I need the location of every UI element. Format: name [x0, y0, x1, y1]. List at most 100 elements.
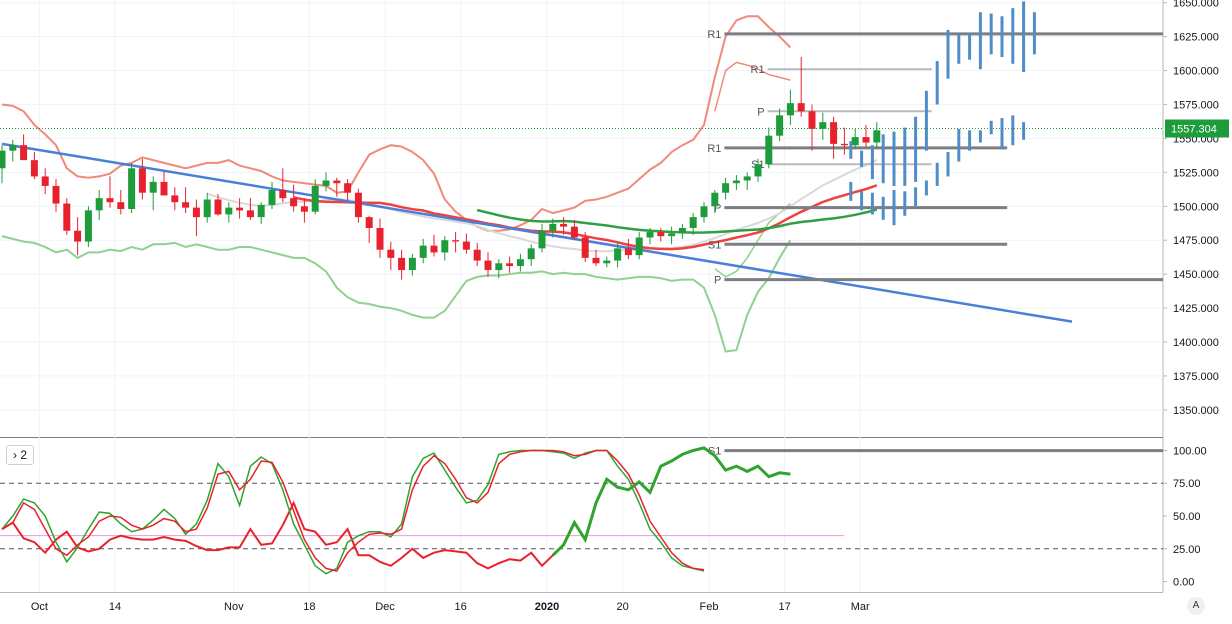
y-tick-label: 1425.000 [1173, 303, 1219, 315]
x-tick-label: 17 [778, 601, 790, 613]
candles [0, 57, 881, 280]
projection-bars [849, 1, 1036, 226]
projection-bar [935, 162, 939, 186]
candle-body [635, 237, 643, 256]
candle-body [678, 228, 686, 234]
pivot-label: R1 [751, 64, 765, 76]
candle-body [776, 115, 784, 136]
y-tick-label: 1600.000 [1173, 66, 1219, 78]
projection-bar [1011, 115, 1015, 146]
projection-bar [935, 61, 939, 105]
oscillator [0, 446, 1163, 575]
candle-body [516, 259, 524, 266]
auto-scale-button[interactable]: A [1187, 597, 1205, 615]
candle-body [830, 122, 838, 144]
candle-body [160, 181, 168, 196]
candle-body [376, 228, 384, 250]
trendline-line [1, 142, 1073, 323]
candle-body [506, 263, 514, 266]
candle-body [236, 207, 244, 211]
projection-bar [881, 196, 885, 220]
candle-body [646, 232, 654, 238]
candle-body [419, 245, 427, 258]
projection-bar [924, 90, 928, 151]
osc-tick-label: 75.00 [1173, 478, 1201, 490]
y-tick-label: 1375.000 [1173, 371, 1219, 383]
projection-bar [892, 131, 896, 186]
pivot-label: S1 [708, 239, 721, 251]
candle-body [138, 168, 146, 193]
candle-body [484, 260, 492, 271]
pane-collapse-button[interactable]: › 2 [6, 445, 35, 465]
projection-bar [870, 192, 874, 215]
candle-body [700, 206, 708, 218]
pivot-label: P [714, 275, 721, 287]
projection-bar [892, 190, 896, 226]
projection-bar [860, 150, 864, 167]
pivot-levels: R1R1PR1S1PS1PS1 [707, 29, 1163, 458]
pivot-label: R1 [707, 143, 721, 155]
grid [0, 0, 1164, 593]
pivot-label: R1 [707, 29, 721, 41]
time-axis[interactable]: Oct 14 Nov 18 Dec 16 2020 20 Feb 17 Mar [31, 601, 870, 613]
candle-body [495, 263, 503, 271]
candle-body [74, 230, 82, 242]
candle-body [41, 176, 49, 186]
candle-body [344, 183, 352, 193]
candle-body [365, 217, 373, 228]
ma-green-line [476, 208, 878, 234]
trendline [1, 142, 1073, 323]
candle-body [30, 160, 38, 177]
candle-body [851, 137, 859, 146]
candle-body [9, 145, 17, 151]
projection-bar [870, 145, 874, 180]
projection-bar [1022, 1, 1026, 72]
candle-body [398, 257, 406, 271]
price-tag-box [1165, 119, 1229, 138]
pane-count: 2 [20, 448, 28, 462]
projection-bar [1000, 118, 1004, 150]
osc-series-1 [1, 446, 791, 570]
projection-bar [914, 187, 918, 207]
candle-body [624, 248, 632, 256]
projection-bar [914, 116, 918, 182]
projection-bar [924, 180, 928, 196]
osc-tick-label: 25.00 [1173, 544, 1201, 556]
x-tick-label: 18 [303, 601, 315, 613]
x-tick-label: Oct [31, 601, 48, 613]
projection-bar [989, 120, 993, 135]
projection-bar [1022, 122, 1026, 140]
candle-body [797, 103, 805, 112]
projection-bar [946, 29, 950, 79]
y-tick-label: 1475.000 [1173, 235, 1219, 247]
candle-body [430, 245, 438, 253]
osc-series-2 [1, 449, 705, 575]
candle-body [765, 135, 773, 165]
candle-body [279, 190, 287, 199]
candle-body [95, 198, 103, 211]
osc-tick-label: 50.00 [1173, 511, 1201, 523]
candle-body [117, 202, 125, 209]
candle-body [614, 248, 622, 261]
candle-body [592, 257, 600, 264]
candle-body [268, 190, 276, 205]
candle-body [462, 241, 470, 250]
candle-body [668, 233, 676, 237]
price-axis[interactable]: 1350.000 1375.000 1400.000 1425.000 1450.000… [1163, 0, 1219, 589]
y-tick-label: 1400.000 [1173, 337, 1219, 349]
candle-body [333, 180, 341, 184]
projection-bar [849, 141, 853, 159]
candle-body [473, 249, 481, 261]
candle-body [873, 130, 881, 143]
x-tick-label: 14 [109, 601, 121, 613]
y-tick-label: 1575.000 [1173, 100, 1219, 112]
projection-bar [978, 12, 982, 70]
candle-body [322, 180, 330, 186]
x-tick-label: Dec [375, 601, 395, 613]
projection-bar [860, 191, 864, 211]
candle-body [819, 122, 827, 129]
pivot-label: P [714, 203, 721, 215]
candle-body [840, 143, 848, 146]
candle-body [808, 111, 816, 129]
